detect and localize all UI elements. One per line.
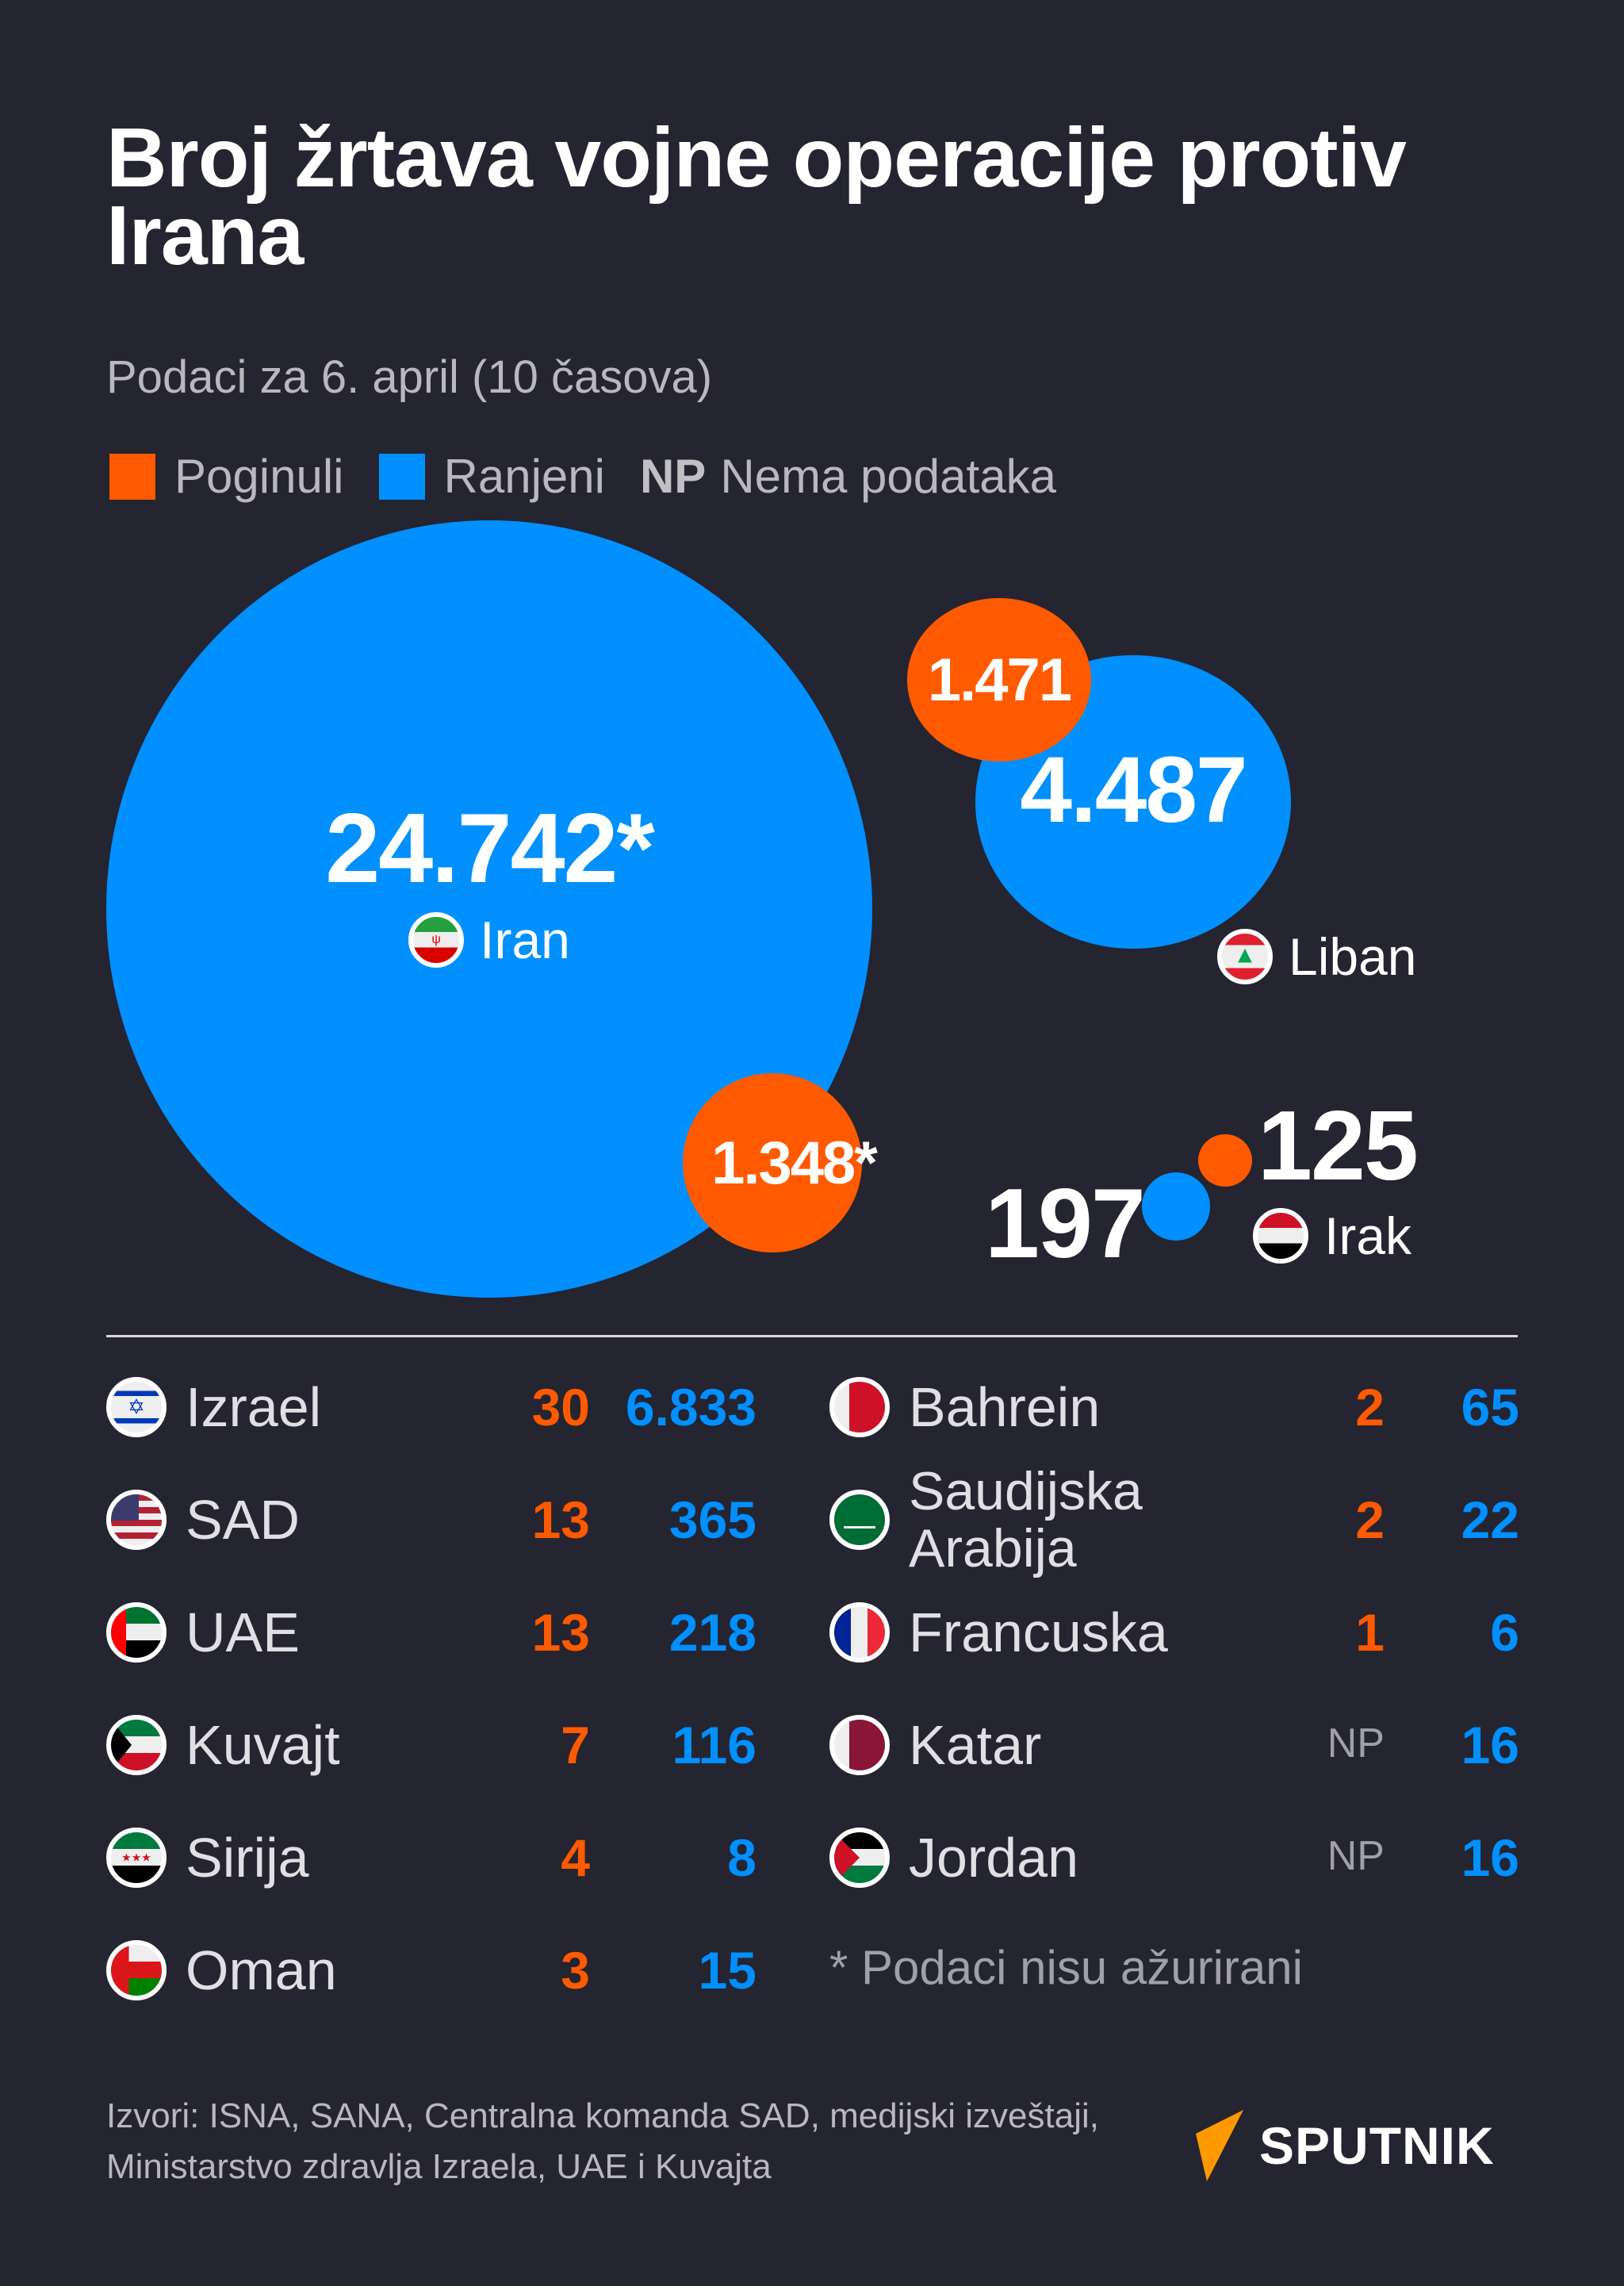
killed-value: 7	[561, 1716, 590, 1774]
lebanon-label: ▲ Liban	[1217, 926, 1417, 987]
wounded-value: 6.833	[625, 1378, 756, 1436]
wounded-value: 22	[1461, 1490, 1519, 1549]
wounded-value: 15	[698, 1941, 756, 2000]
killed-value: 3	[561, 1941, 590, 2000]
jordan-flag-icon	[829, 1828, 890, 1888]
country-name: Katar	[909, 1714, 1042, 1776]
killed-value: 4	[561, 1828, 590, 1887]
qatar-flag-icon	[829, 1715, 890, 1775]
killed-value: 30	[531, 1378, 590, 1436]
kuwait-flag-icon	[106, 1715, 167, 1775]
legend-item-killed: Poginuli	[109, 449, 344, 504]
wounded-value: 218	[668, 1603, 756, 1662]
table-row: ★★★ Sirija	[106, 1810, 309, 1905]
iran-flag-icon: ψ	[408, 912, 465, 968]
wounded-value: 8	[727, 1828, 756, 1887]
bahrain-flag-icon	[829, 1377, 890, 1437]
table-row: Jordan	[829, 1810, 1078, 1905]
iran-label: ψ Iran	[408, 910, 570, 970]
iraq-wounded-bubble	[1142, 1172, 1210, 1241]
legend-item-wounded: Ranjeni	[378, 449, 605, 504]
table-row: Katar	[829, 1697, 1041, 1793]
killed-np: NP	[1327, 1833, 1385, 1879]
country-name: Sirija	[186, 1827, 309, 1889]
table-row: UAE	[106, 1585, 300, 1680]
wounded-value: 116	[672, 1716, 756, 1774]
lebanon-name: Liban	[1289, 927, 1417, 986]
iran-killed-value: 1.348*	[711, 1129, 878, 1197]
wounded-value: 6	[1490, 1603, 1519, 1662]
iran-wounded-value: 24.742*	[325, 794, 655, 903]
country-name: Jordan	[909, 1827, 1079, 1889]
iraq-label: Irak	[1253, 1206, 1411, 1266]
sources-line2: Ministarstvo zdravlja Izraela, UAE i Kuv…	[106, 2147, 772, 2186]
iraq-killed-bubble	[1198, 1134, 1252, 1187]
killed-value: 2	[1355, 1490, 1385, 1549]
wounded-value: 65	[1461, 1378, 1519, 1436]
country-name: Izrael	[186, 1376, 322, 1438]
country-name-line2: Arabija	[909, 1518, 1077, 1578]
iraq-flag-icon	[1253, 1208, 1308, 1264]
country-name: SAD	[186, 1489, 300, 1551]
sources: Izvori: ISNA, SANA, Centralna komanda SA…	[106, 2091, 1099, 2192]
country-name: Saudijska Arabija	[909, 1463, 1143, 1577]
table-row: Oman	[106, 1923, 337, 2018]
legend-killed-label: Poginuli	[174, 450, 344, 503]
israel-flag-icon: ✡	[106, 1377, 167, 1437]
saudi-flag-icon	[829, 1490, 890, 1550]
oman-flag-icon	[106, 1940, 167, 2000]
iran-killed-bubble: 1.348*	[683, 1073, 878, 1252]
table-row: Saudijska Arabija	[829, 1463, 1143, 1577]
killed-value: 2	[1355, 1378, 1385, 1436]
lebanon-wounded-value: 4.487	[1020, 738, 1247, 842]
killed-value: 13	[531, 1490, 590, 1549]
sputnik-logo-icon	[1196, 2110, 1243, 2181]
killed-value: 1	[1355, 1603, 1385, 1662]
legend-item-np: NP Nema podataka	[640, 449, 1056, 504]
syria-flag-icon: ★★★	[106, 1828, 167, 1888]
usa-flag-icon	[106, 1490, 167, 1550]
killed-np: NP	[1327, 1720, 1385, 1766]
country-name: Kuvajt	[186, 1714, 340, 1776]
wounded-value: 16	[1461, 1716, 1519, 1774]
table-row: Kuvajt	[106, 1697, 340, 1793]
iran-wounded-bubble: 24.742* ψ Iran	[106, 520, 872, 1298]
wounded-value: 16	[1461, 1828, 1519, 1887]
country-name: Francuska	[909, 1601, 1168, 1663]
legend: Poginuli Ranjeni NP Nema podataka	[109, 449, 1091, 504]
divider	[106, 1335, 1518, 1337]
wounded-swatch-icon	[378, 453, 425, 500]
uae-flag-icon	[106, 1602, 167, 1663]
sources-line1: Izvori: ISNA, SANA, Centralna komanda SA…	[106, 2096, 1100, 2135]
table-row: Francuska	[829, 1585, 1168, 1680]
legend-np-abbr: NP	[639, 450, 707, 503]
wounded-value: 365	[668, 1490, 756, 1549]
lebanon-killed-bubble: 1.471	[907, 598, 1091, 761]
france-flag-icon	[829, 1602, 890, 1663]
legend-wounded-label: Ranjeni	[443, 450, 605, 503]
iran-name: Iran	[480, 911, 570, 969]
table-row: SAD	[106, 1472, 300, 1567]
table-row: Bahrein	[829, 1360, 1100, 1455]
country-name: UAE	[186, 1601, 300, 1663]
iraq-killed-value: 125	[1258, 1091, 1419, 1201]
killed-value: 13	[531, 1603, 590, 1662]
logo-text: SPUTNIK	[1259, 2116, 1495, 2175]
lebanon-flag-icon: ▲	[1217, 929, 1273, 984]
killed-swatch-icon	[109, 453, 155, 500]
lebanon-killed-value: 1.471	[927, 646, 1072, 714]
iraq-name: Irak	[1324, 1206, 1412, 1265]
page-title: Broj žrtava vojne operacije protiv Irana	[106, 111, 1407, 282]
subtitle: Podaci za 6. april (10 časova)	[106, 351, 713, 403]
country-name: Bahrein	[909, 1376, 1101, 1438]
country-name: Oman	[186, 1939, 337, 2001]
sputnik-logo: SPUTNIK	[1196, 2110, 1495, 2181]
legend-np-label: Nema podataka	[720, 450, 1056, 503]
footnote: * Podaci nisu ažurirani	[829, 1941, 1303, 1994]
country-name-line1: Saudijska	[909, 1461, 1143, 1521]
table-row: ✡ Izrael	[106, 1360, 321, 1455]
iraq-wounded-value: 197	[985, 1169, 1146, 1279]
